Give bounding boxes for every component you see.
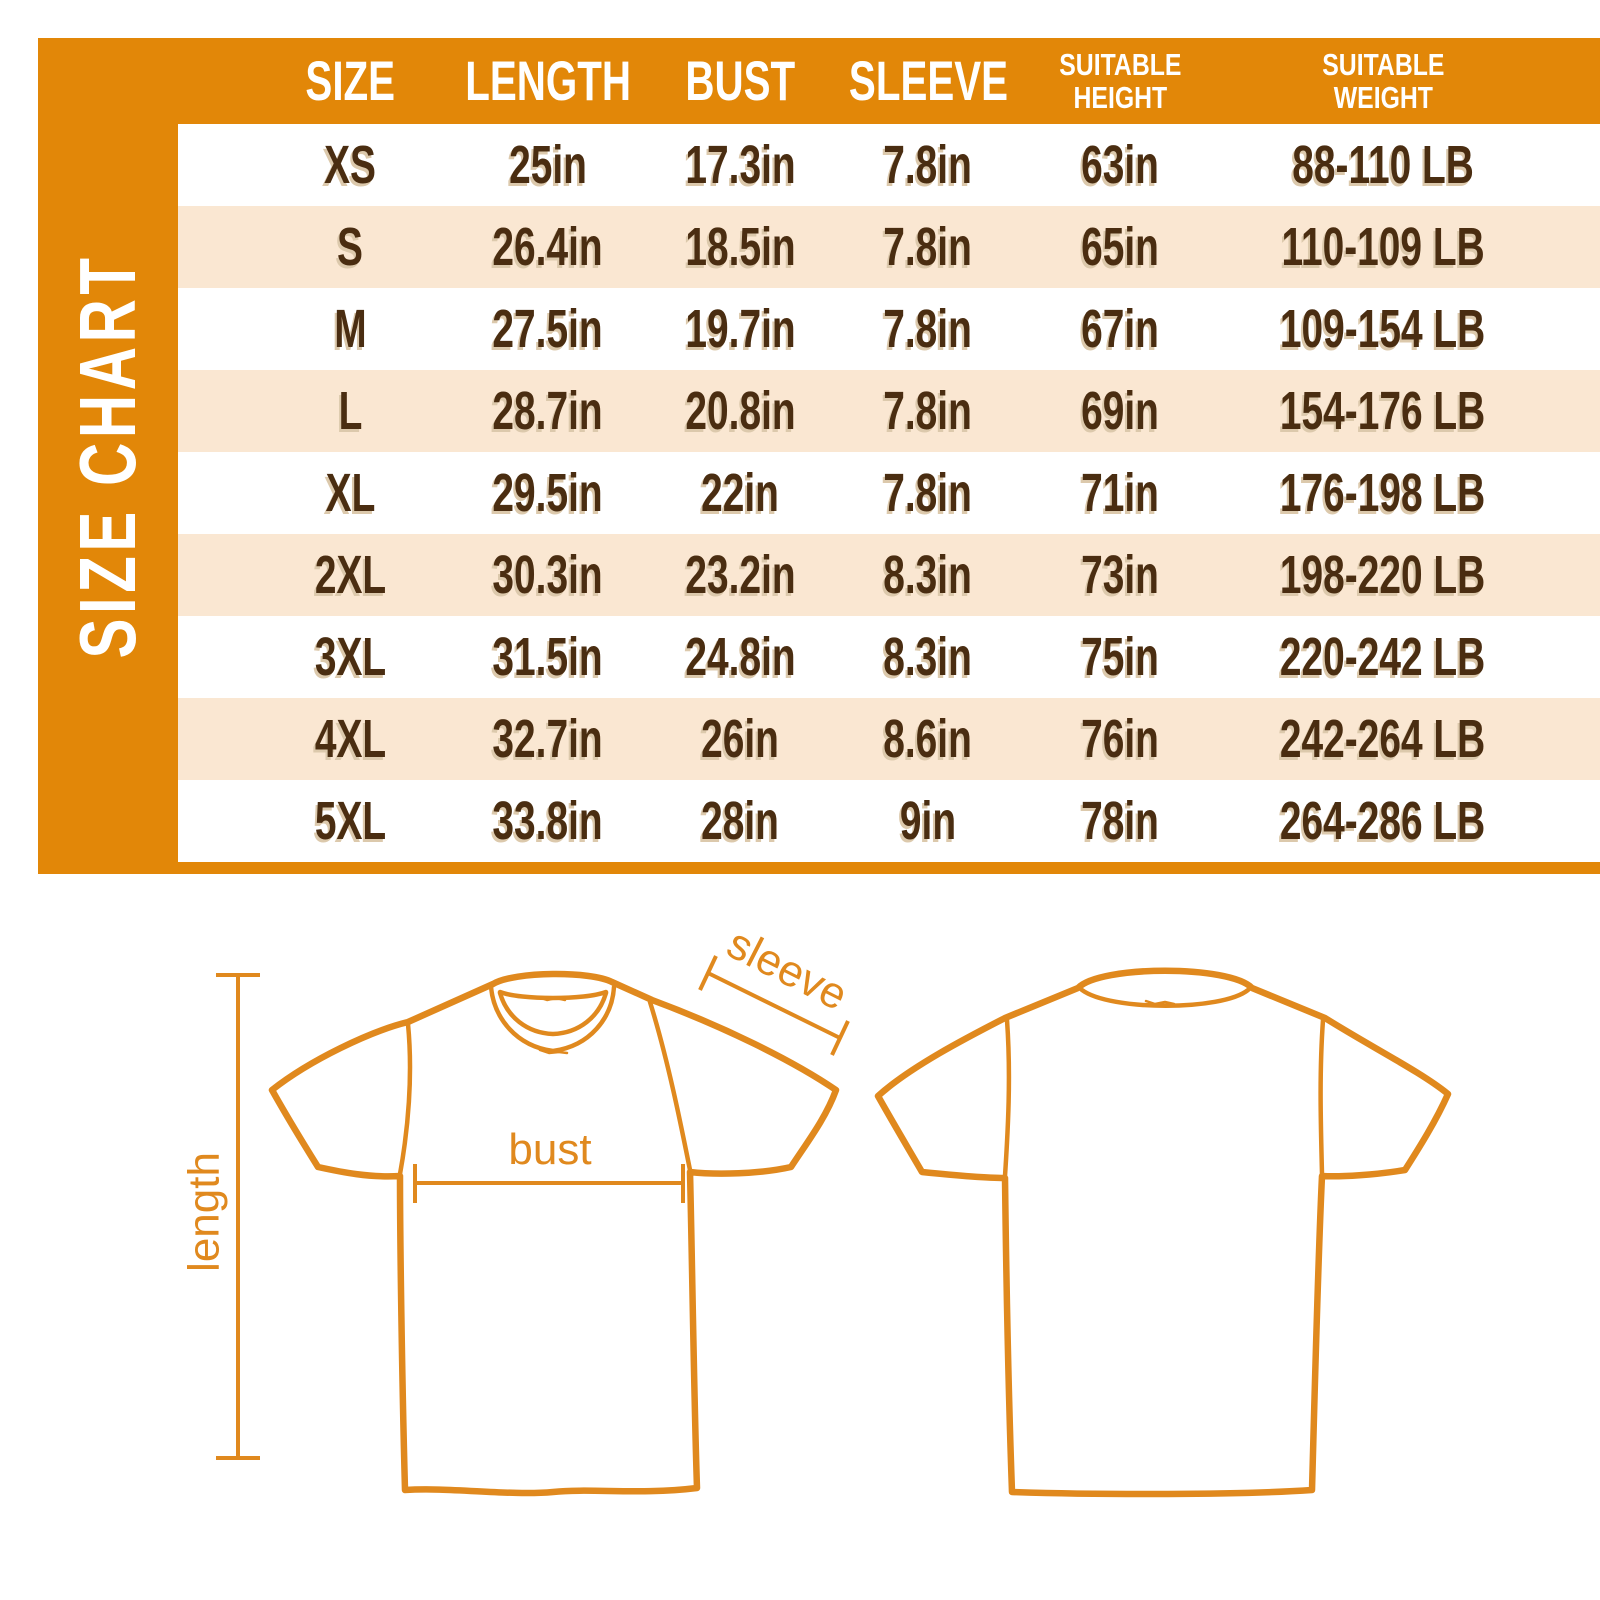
cell-bust: 22in xyxy=(701,463,780,523)
cell-length: 25in xyxy=(509,135,587,195)
cell-size: 2XL xyxy=(314,545,387,605)
table-row: 5XL 33.8in 28in 9in 78in 264-286 LB xyxy=(178,780,1600,862)
cell-suitable-weight: 110-109 LB xyxy=(1281,217,1485,277)
length-dimension-line: length xyxy=(180,973,260,1460)
cell-suitable-weight: 264-286 LB xyxy=(1280,791,1486,851)
cell-bust: 24.8in xyxy=(685,627,796,687)
header-label: SUITABLE WEIGHT xyxy=(1321,46,1445,115)
cell-size: 3XL xyxy=(314,627,387,687)
cell-bust: 26in xyxy=(701,709,780,769)
cell-bust: 23.2in xyxy=(685,545,796,605)
bust-label: bust xyxy=(508,1125,591,1174)
cell-size: S xyxy=(337,217,364,277)
table-row: XS 25in 17.3in 7.8in 63in 88-110 LB xyxy=(178,124,1600,206)
cell-sleeve: 8.6in xyxy=(883,709,973,769)
cell-suitable-weight: 176-198 LB xyxy=(1280,463,1486,523)
cell-length: 33.8in xyxy=(492,791,604,851)
table-row: 4XL 32.7in 26in 8.6in 76in 242-264 LB xyxy=(178,698,1600,780)
cell-suitable-weight: 242-264 LB xyxy=(1280,709,1486,769)
header-cell-sleeve: SLEEVE xyxy=(848,38,1008,124)
cell-size: XL xyxy=(325,463,376,523)
table-row: 3XL 31.5in 24.8in 8.3in 75in 220-242 LB xyxy=(178,616,1600,698)
header-label: SLEEVE xyxy=(848,49,1008,112)
bust-dimension-line: bust xyxy=(413,1125,685,1203)
cell-size: XS xyxy=(324,135,377,195)
cell-bust: 20.8in xyxy=(685,381,796,441)
cell-length: 31.5in xyxy=(492,627,604,687)
cell-length: 29.5in xyxy=(492,463,604,523)
tshirt-front-drawing xyxy=(268,970,840,1497)
cell-suitable-weight: 154-176 LB xyxy=(1280,381,1486,441)
header-cell-suitable-height: SUITABLE HEIGHT xyxy=(1008,38,1233,124)
header-cell-suitable-weight: SUITABLE WEIGHT xyxy=(1233,38,1533,124)
cell-suitable-weight: 198-220 LB xyxy=(1280,545,1486,605)
table-row: L 28.7in 20.8in 7.8in 69in 154-176 LB xyxy=(178,370,1600,452)
cell-bust: 17.3in xyxy=(685,135,796,195)
cell-sleeve: 9in xyxy=(899,791,957,851)
cell-suitable-height: 75in xyxy=(1081,627,1160,687)
sidebar: SIZE CHART xyxy=(38,38,178,874)
table-bottom-border xyxy=(178,862,1600,874)
measurement-diagram: length sleeve bust xyxy=(180,919,1452,1498)
table-rows: XS 25in 17.3in 7.8in 63in 88-110 LB S 26… xyxy=(178,124,1600,862)
cell-suitable-height: 65in xyxy=(1081,217,1160,277)
table-header-row: SIZE LENGTH BUST SLEEVE SUITABLE HEIGHT … xyxy=(178,38,1600,124)
cell-size: 4XL xyxy=(314,709,387,769)
cell-length: 32.7in xyxy=(492,709,604,769)
cell-length: 30.3in xyxy=(492,545,604,605)
tshirt-back-drawing xyxy=(874,967,1452,1498)
cell-sleeve: 7.8in xyxy=(883,463,973,523)
cell-bust: 28in xyxy=(701,791,780,851)
page-title: SIZE CHART xyxy=(63,253,152,659)
size-chart-table: SIZE CHART SIZE LENGTH BUST SLEEVE SUITA… xyxy=(38,38,1600,874)
sleeve-label: sleeve xyxy=(720,919,856,1020)
cell-suitable-height: 73in xyxy=(1081,545,1160,605)
header-label: BUST xyxy=(685,49,796,112)
cell-sleeve: 7.8in xyxy=(883,135,973,195)
table-row: M 27.5in 19.7in 7.8in 67in 109-154 LB xyxy=(178,288,1600,370)
cell-bust: 18.5in xyxy=(685,217,796,277)
cell-length: 26.4in xyxy=(492,217,604,277)
cell-suitable-height: 63in xyxy=(1081,135,1160,195)
header-label: SUITABLE HEIGHT xyxy=(1059,46,1182,115)
cell-sleeve: 8.3in xyxy=(883,627,973,687)
cell-suitable-weight: 88-110 LB xyxy=(1292,135,1474,195)
cell-sleeve: 8.3in xyxy=(883,545,973,605)
cell-bust: 19.7in xyxy=(685,299,796,359)
cell-size: 5XL xyxy=(314,791,387,851)
cell-sleeve: 7.8in xyxy=(883,217,973,277)
header-cell-bust: BUST xyxy=(633,38,848,124)
cell-length: 27.5in xyxy=(492,299,604,359)
header-cell-size: SIZE xyxy=(238,38,463,124)
cell-suitable-weight: 220-242 LB xyxy=(1280,627,1486,687)
cell-sleeve: 7.8in xyxy=(883,381,973,441)
table-row: 2XL 30.3in 23.2in 8.3in 73in 198-220 LB xyxy=(178,534,1600,616)
cell-suitable-height: 78in xyxy=(1081,791,1160,851)
table-row: XL 29.5in 22in 7.8in 71in 176-198 LB xyxy=(178,452,1600,534)
table-row: S 26.4in 18.5in 7.8in 65in 110-109 LB xyxy=(178,206,1600,288)
cell-size: L xyxy=(338,381,363,441)
cell-sleeve: 7.8in xyxy=(883,299,973,359)
length-label: length xyxy=(180,1152,229,1272)
cell-length: 28.7in xyxy=(492,381,604,441)
header-cell-length: LENGTH xyxy=(463,38,633,124)
cell-suitable-height: 69in xyxy=(1081,381,1160,441)
cell-suitable-weight: 109-154 LB xyxy=(1280,299,1486,359)
header-label: LENGTH xyxy=(465,49,631,112)
header-label: SIZE xyxy=(305,49,396,112)
cell-suitable-height: 67in xyxy=(1081,299,1160,359)
cell-suitable-height: 76in xyxy=(1081,709,1160,769)
sleeve-dimension-line: sleeve xyxy=(698,919,856,1056)
table-main: SIZE LENGTH BUST SLEEVE SUITABLE HEIGHT … xyxy=(178,38,1600,874)
cell-suitable-height: 71in xyxy=(1081,463,1160,523)
cell-size: M xyxy=(334,299,367,359)
